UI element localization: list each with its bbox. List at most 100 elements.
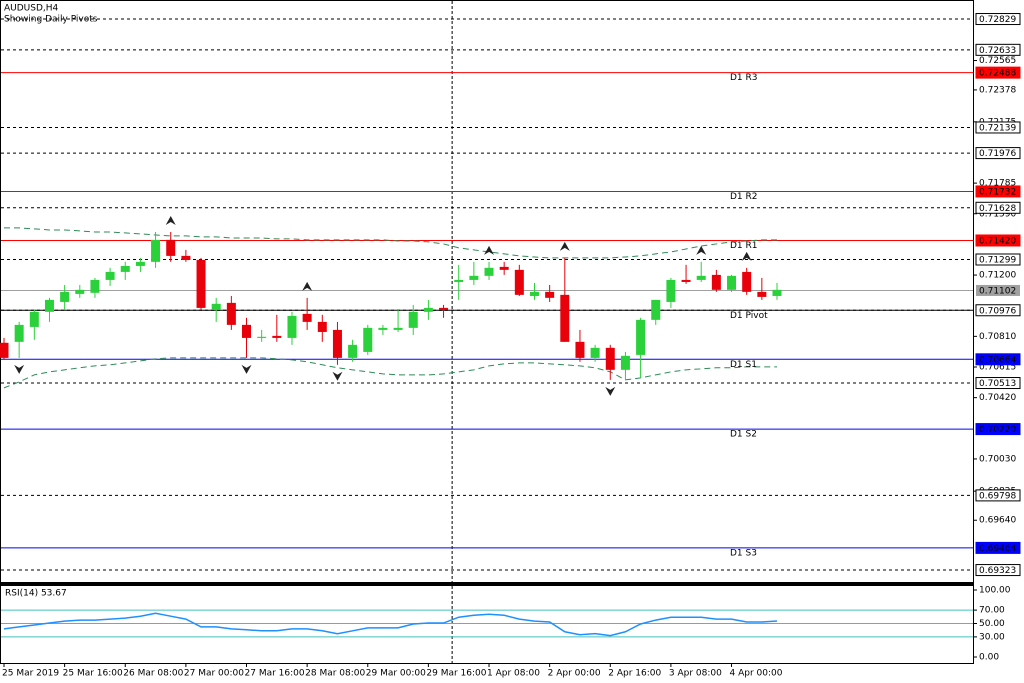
pivot-level-box	[975, 423, 1021, 436]
x-tick-label: 2 Apr 16:00	[608, 669, 661, 679]
candle-body	[742, 271, 752, 292]
candle-body	[772, 289, 782, 296]
x-tick-label: 25 Mar 16:00	[63, 669, 123, 679]
y-tick-label: 0.70030	[979, 454, 1016, 464]
candle-body	[378, 327, 388, 330]
x-tick-label: 29 Mar 00:00	[366, 669, 426, 679]
candle-body	[590, 347, 600, 358]
x-tick-label: 29 Mar 16:00	[426, 669, 486, 679]
candle-body	[651, 299, 661, 320]
pivot-level-box	[975, 234, 1021, 247]
candle-body	[302, 313, 312, 322]
pivot-name: D1 R2	[730, 192, 758, 202]
y-tick-label: 0.71200	[979, 271, 1016, 281]
x-tick-label: 27 Mar 00:00	[184, 669, 244, 679]
chart-title: AUDUSD,H4	[4, 4, 59, 14]
candle-body	[545, 291, 555, 298]
candle-body	[484, 267, 494, 276]
pivot-level-label: 0.72488	[979, 69, 1016, 79]
swing-level-label: 0.70513	[979, 379, 1016, 389]
fractal-up	[302, 281, 313, 291]
candle-body	[332, 329, 342, 358]
x-tick-label: 2 Apr 00:00	[548, 669, 601, 679]
swing-level-label: 0.71976	[979, 149, 1016, 159]
pivot-level-label: 0.70220	[979, 425, 1016, 435]
candle-body	[454, 279, 464, 282]
y-tick-label: 0.69640	[979, 516, 1016, 526]
y-tick-label: 0.72378	[979, 85, 1016, 95]
swing-level-box	[975, 147, 1021, 160]
fractal-up	[484, 245, 495, 255]
rsi-line	[3, 612, 778, 637]
candle-body	[605, 347, 615, 370]
candle-body	[120, 265, 130, 272]
rsi-tick-label: 30.00	[979, 632, 1005, 642]
x-tick-label: 26 Mar 08:00	[123, 669, 183, 679]
swing-level-label: 0.72829	[979, 15, 1016, 25]
y-tick-label: 0.71590	[979, 209, 1016, 219]
rsi-tick-label: 0.00	[979, 653, 999, 663]
candle-body	[60, 291, 70, 302]
candle-body	[211, 303, 221, 310]
candle-body	[135, 261, 145, 266]
pivot-level-box	[975, 541, 1021, 554]
pivot-level-box	[975, 185, 1021, 198]
candle-body	[348, 344, 358, 358]
pivot-level-label: 0.69464	[979, 544, 1016, 554]
current-price-label: 0.71102	[979, 286, 1016, 296]
candle-body	[0, 342, 9, 358]
candle-body	[257, 336, 267, 338]
candle-body	[75, 289, 85, 294]
fractal-down	[241, 364, 252, 374]
candle-body	[166, 239, 176, 256]
candle-body	[469, 275, 479, 280]
candle-body	[711, 274, 721, 290]
pivot-level-label: 0.70664	[979, 355, 1016, 365]
swing-level-box	[975, 564, 1021, 577]
candle-body	[317, 321, 327, 332]
x-tick-label: 28 Mar 08:00	[305, 669, 365, 679]
candle-body	[226, 302, 236, 325]
pivot-name: D1 R3	[730, 73, 758, 83]
swing-level-label: 0.72139	[979, 123, 1016, 133]
swing-level-label: 0.71628	[979, 204, 1016, 214]
candle-body	[529, 291, 539, 296]
y-tick-label: 0.72565	[979, 56, 1016, 66]
pivot-name: D1 S2	[730, 430, 757, 440]
candle-body	[696, 275, 706, 280]
x-tick-label: 4 Apr 00:00	[730, 669, 783, 679]
candle-body	[499, 266, 509, 270]
candle-body	[757, 291, 767, 297]
swing-level-box	[975, 489, 1021, 502]
rsi-tick-label: 50.00	[979, 619, 1005, 629]
candle-body	[242, 324, 252, 338]
candle-body	[423, 307, 433, 312]
candle-body	[393, 327, 403, 330]
swing-level-label: 0.72633	[979, 46, 1016, 56]
candle-body	[514, 269, 524, 295]
swing-level-label: 0.69798	[979, 491, 1016, 501]
pivot-level-label: 0.71732	[979, 187, 1016, 197]
fractal-down	[605, 386, 616, 396]
candle-body	[272, 335, 282, 338]
x-tick-label: 27 Mar 16:00	[245, 669, 305, 679]
candle-body	[44, 299, 54, 312]
y-tick-label: 0.70420	[979, 393, 1016, 403]
candle-body	[105, 271, 115, 280]
candle-body	[727, 275, 737, 290]
candle-body	[29, 311, 39, 327]
chart-subtitle: Showing Daily Pivots	[4, 15, 98, 25]
candle-body	[151, 239, 161, 262]
pivot-level-label: 0.71420	[979, 236, 1016, 246]
candle-body	[196, 259, 206, 308]
swing-level-box	[975, 304, 1021, 317]
levels	[1, 1, 977, 667]
rsi-title: RSI(14) 53.67	[5, 589, 67, 599]
fractal-down	[332, 371, 343, 381]
x-tick-label: 1 Apr 08:00	[487, 669, 540, 679]
swing-level-box	[975, 43, 1021, 56]
candle-body	[181, 255, 191, 260]
pivot-level-box	[975, 353, 1021, 366]
fractal-down	[14, 364, 25, 374]
candle-body	[287, 315, 297, 338]
